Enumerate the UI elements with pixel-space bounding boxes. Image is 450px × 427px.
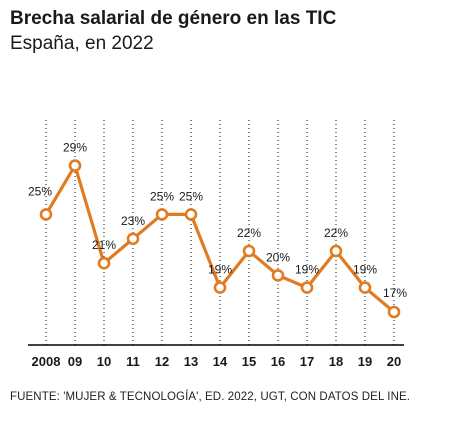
data-label: 17%	[383, 286, 407, 300]
data-point	[68, 159, 82, 172]
data-point	[358, 281, 372, 294]
x-tick-label: 17	[300, 354, 314, 369]
x-tick-label: 15	[242, 354, 256, 369]
data-point	[184, 208, 198, 221]
x-tick-label: 12	[155, 354, 169, 369]
data-point	[155, 208, 169, 221]
source-note: FUENTE: 'MUJER & TECNOLOGÍA', ED. 2022, …	[10, 391, 411, 403]
x-tick-label: 18	[329, 354, 343, 369]
data-label: 25%	[179, 189, 203, 203]
x-tick-label: 20	[387, 354, 401, 369]
x-tick-label: 10	[97, 354, 111, 369]
data-point	[271, 269, 285, 282]
x-tick-label: 16	[271, 354, 285, 369]
line-chart: 2008 09 10 11 12 13 14 15 16 17 18 19 20 25% 29% 21% 23%…	[28, 120, 407, 369]
data-label: 20%	[266, 250, 290, 264]
chart-title: Brecha salarial de género en las TIC	[10, 8, 337, 29]
data-label: 25%	[28, 184, 52, 198]
data-point	[387, 305, 401, 319]
data-point	[329, 244, 343, 258]
data-point	[39, 208, 53, 221]
data-label: 19%	[295, 263, 319, 277]
data-label: 23%	[121, 214, 145, 228]
data-label: 19%	[208, 263, 232, 277]
data-label: 22%	[324, 226, 348, 240]
data-label: 29%	[63, 141, 87, 155]
x-tick-label: 19	[358, 354, 372, 369]
data-point	[126, 232, 140, 246]
data-label: 22%	[237, 226, 261, 240]
x-tick-label: 09	[68, 354, 82, 369]
data-label: 21%	[92, 238, 116, 252]
chart-subtitle: España, en 2022	[10, 33, 154, 54]
x-tick-label: 11	[126, 354, 140, 369]
data-point	[97, 256, 111, 270]
data-point	[213, 281, 227, 294]
data-point	[300, 281, 314, 294]
data-label: 25%	[150, 189, 174, 203]
x-tick-label: 2008	[32, 354, 61, 369]
data-point	[242, 244, 256, 258]
x-tick-label: 13	[184, 354, 198, 369]
x-tick-label: 14	[213, 354, 228, 369]
data-label: 19%	[353, 263, 377, 277]
